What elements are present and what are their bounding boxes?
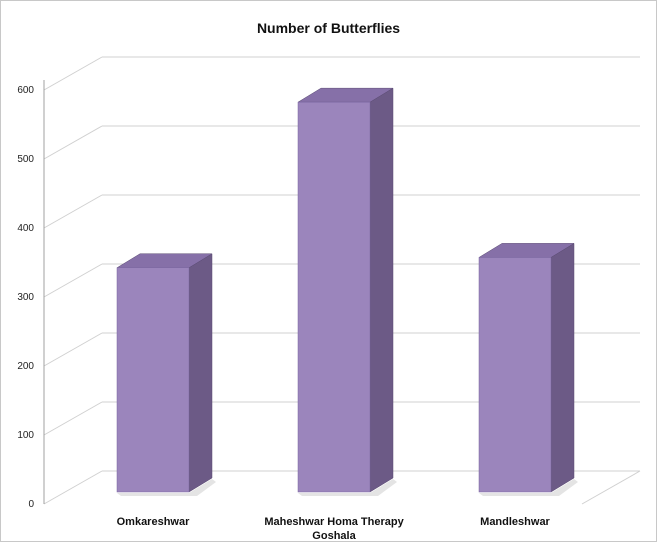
axis-labels: 0 100 200 300 400 500 600 Omkareshwar Maheshwar … bbox=[17, 85, 550, 542]
y-tick-label: 400 bbox=[17, 223, 34, 234]
gridline-side bbox=[43, 125, 103, 160]
x-category-label: Maheshwar Homa Therapy bbox=[264, 516, 404, 528]
x-category-label: Mandleshwar bbox=[480, 516, 550, 528]
bars bbox=[116, 87, 578, 496]
bar-side bbox=[188, 253, 213, 493]
bar-side bbox=[550, 242, 575, 493]
y-tick-label: 100 bbox=[17, 430, 34, 441]
y-tick-label: 600 bbox=[17, 85, 34, 96]
gridline-side bbox=[43, 332, 103, 367]
y-tick-label: 300 bbox=[17, 292, 34, 303]
gridline-side bbox=[43, 194, 103, 229]
bar-front bbox=[297, 101, 371, 493]
y-tick-label: 0 bbox=[28, 499, 34, 510]
y-tick-label: 200 bbox=[17, 361, 34, 372]
gridline-side bbox=[43, 56, 103, 91]
chart-title: Number of Butterflies bbox=[256, 20, 401, 36]
bar-front bbox=[116, 267, 190, 493]
bar-front bbox=[478, 257, 552, 493]
x-category-label: Goshala bbox=[312, 530, 356, 542]
bar-3 bbox=[478, 242, 578, 496]
bar-shadow bbox=[479, 479, 578, 496]
bar-2 bbox=[297, 87, 397, 496]
x-category-label: Omkareshwar bbox=[117, 516, 190, 528]
bar-side bbox=[369, 87, 394, 493]
bar-shadow bbox=[298, 479, 397, 496]
floor-right-edge bbox=[581, 470, 641, 505]
y-tick-label: 500 bbox=[17, 154, 34, 165]
gridline-side bbox=[43, 401, 103, 436]
floor-left-edge bbox=[43, 470, 103, 505]
gridline-side bbox=[43, 263, 103, 298]
bar-shadow bbox=[117, 479, 216, 496]
bar-1 bbox=[116, 253, 216, 496]
